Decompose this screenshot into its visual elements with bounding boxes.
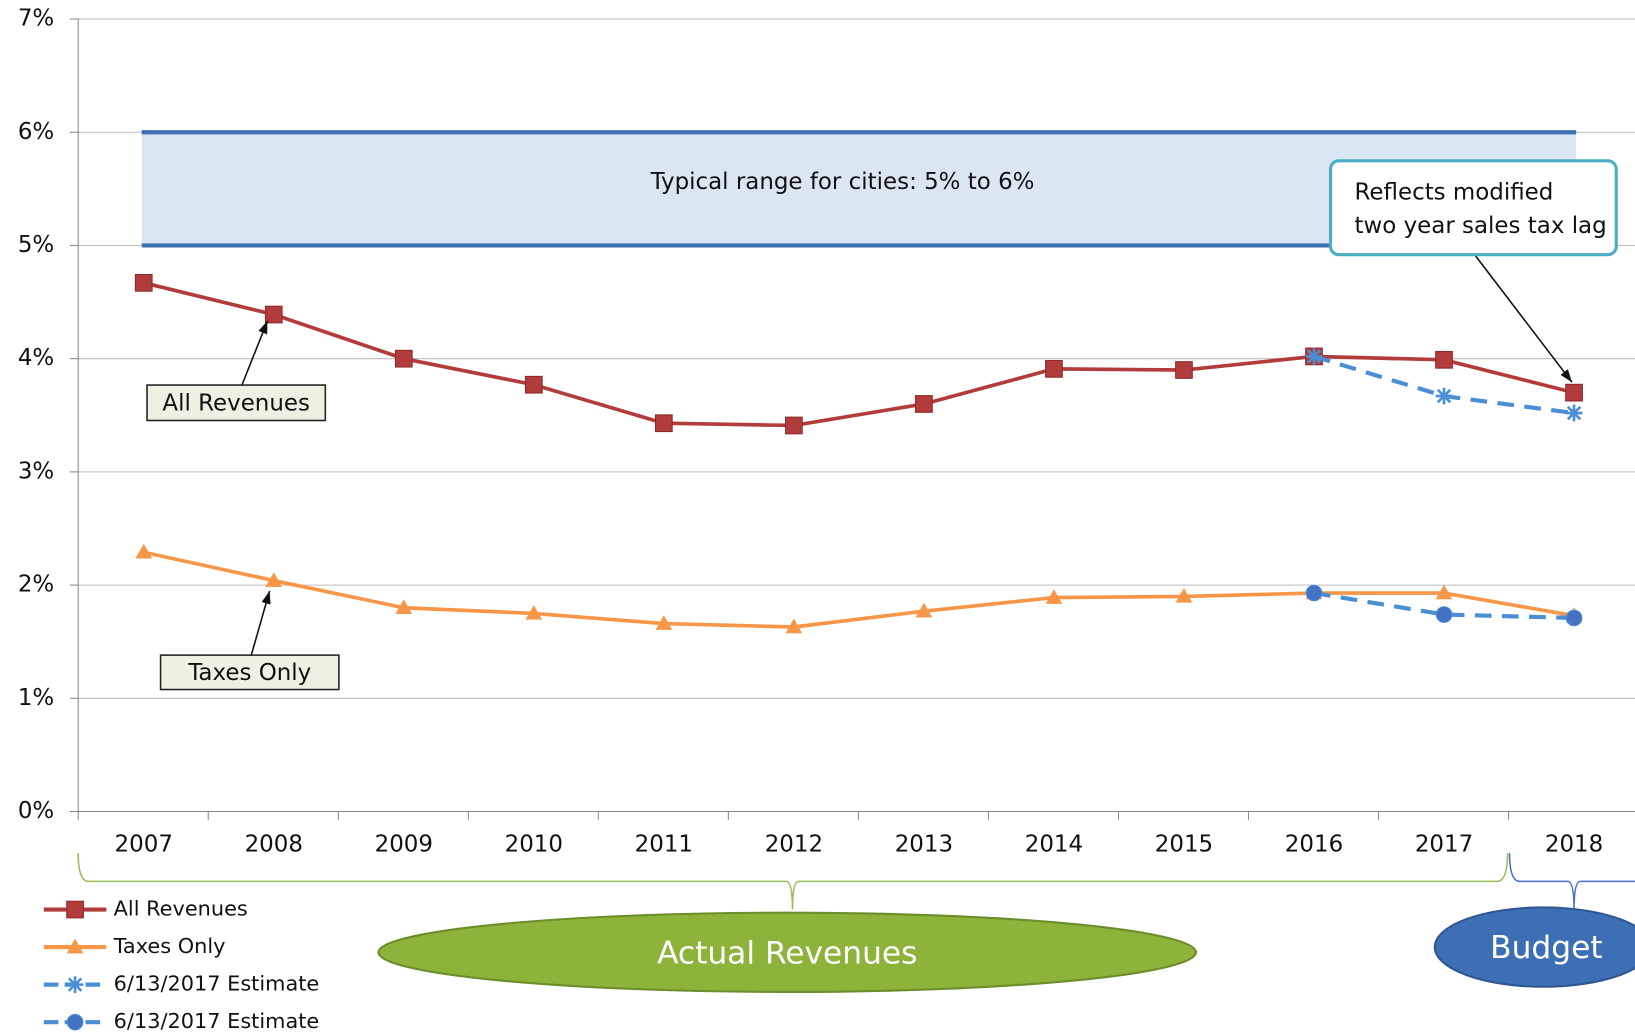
marker bbox=[1435, 584, 1453, 600]
arrow-head bbox=[258, 320, 268, 335]
actual-ellipse bbox=[377, 911, 1198, 993]
x-tick-label: 2012 bbox=[765, 831, 823, 857]
marker bbox=[915, 395, 933, 413]
marker bbox=[265, 572, 283, 587]
callout-taxes-only-box bbox=[159, 654, 340, 691]
bracket bbox=[77, 853, 1509, 910]
x-tick-label: 2018 bbox=[1545, 831, 1603, 857]
y-tick-label: 3% bbox=[18, 458, 54, 484]
lag-box bbox=[1328, 159, 1618, 257]
marker bbox=[394, 349, 413, 368]
marker bbox=[1045, 589, 1063, 604]
marker bbox=[135, 543, 153, 559]
y-tick-label: 1% bbox=[18, 685, 54, 711]
marker bbox=[1565, 383, 1583, 402]
x-tick-label: 2007 bbox=[115, 831, 173, 857]
legend-label: 6/13/2017 Estimate bbox=[114, 972, 320, 996]
x-tick-label: 2011 bbox=[635, 831, 693, 857]
y-tick-label: 7% bbox=[18, 6, 54, 32]
legend-label: 6/13/2017 Estimate bbox=[114, 1009, 320, 1033]
arrow-line bbox=[1474, 255, 1573, 383]
marker bbox=[1305, 584, 1323, 602]
x-tick-label: 2013 bbox=[895, 831, 953, 857]
marker bbox=[1175, 588, 1193, 603]
marker bbox=[66, 1013, 84, 1031]
x-tick-label: 2014 bbox=[1025, 831, 1083, 857]
x-tick-label: 2008 bbox=[245, 831, 303, 857]
series-line bbox=[143, 281, 1575, 428]
marker bbox=[1045, 360, 1063, 378]
range-label: Typical range for cities: 5% to 6% bbox=[650, 169, 1035, 195]
marker bbox=[1435, 606, 1453, 623]
marker bbox=[66, 900, 84, 919]
marker bbox=[654, 414, 673, 433]
lag-text: Reflects modified bbox=[1355, 180, 1554, 206]
legend-label: Taxes Only bbox=[113, 934, 226, 958]
marker bbox=[785, 618, 803, 634]
marker bbox=[1565, 404, 1583, 422]
marker bbox=[1435, 387, 1453, 405]
budget-ellipse bbox=[1433, 906, 1635, 988]
marker bbox=[915, 602, 933, 618]
actual-label: Actual Revenues bbox=[657, 935, 917, 971]
legend-label: All Revenues bbox=[114, 897, 248, 921]
marker bbox=[1565, 609, 1583, 627]
y-tick-label: 0% bbox=[18, 798, 54, 824]
callout-all-revenues-box bbox=[146, 384, 327, 422]
marker bbox=[395, 599, 413, 615]
marker bbox=[655, 615, 673, 630]
x-tick-label: 2015 bbox=[1155, 831, 1213, 857]
marker bbox=[1305, 348, 1323, 365]
marker bbox=[66, 938, 84, 954]
marker bbox=[66, 976, 84, 993]
arrow-head bbox=[1560, 369, 1572, 383]
marker bbox=[525, 605, 543, 620]
x-tick-label: 2017 bbox=[1415, 831, 1473, 857]
y-tick-label: 4% bbox=[18, 345, 54, 371]
y-tick-label: 2% bbox=[18, 572, 54, 598]
marker bbox=[134, 273, 153, 292]
y-tick-label: 5% bbox=[18, 232, 54, 258]
marker bbox=[264, 305, 283, 324]
callout-all-revenues: All Revenues bbox=[162, 390, 310, 416]
x-tick-label: 2009 bbox=[375, 831, 433, 857]
lag-text: two year sales tax lag bbox=[1355, 213, 1607, 239]
series-line bbox=[1313, 590, 1575, 621]
series-line bbox=[143, 550, 1575, 629]
arrow-head bbox=[261, 591, 271, 605]
x-tick-label: 2016 bbox=[1285, 831, 1343, 857]
marker bbox=[785, 416, 803, 435]
x-tick-label: 2010 bbox=[505, 831, 563, 857]
marker bbox=[1435, 350, 1453, 369]
budget-label: Budget bbox=[1490, 930, 1602, 966]
marker bbox=[1175, 361, 1193, 379]
y-tick-label: 6% bbox=[18, 119, 54, 145]
callout-taxes-only: Taxes Only bbox=[187, 660, 311, 686]
marker bbox=[524, 375, 543, 394]
